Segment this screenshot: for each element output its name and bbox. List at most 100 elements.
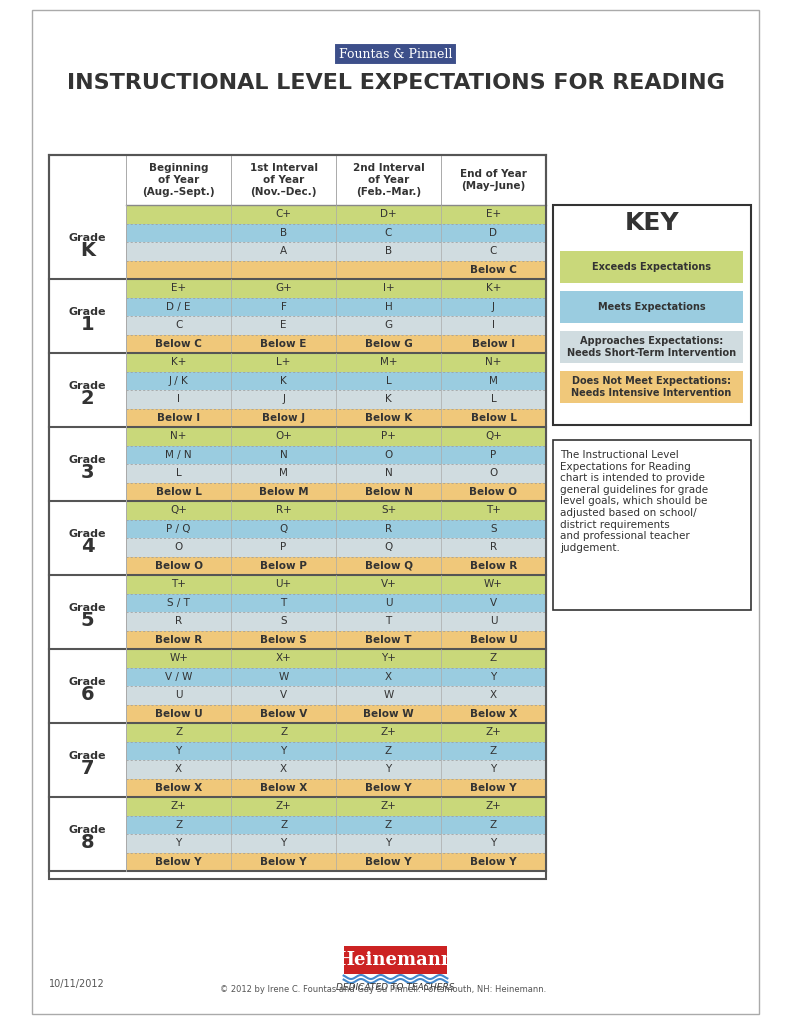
Text: Y: Y — [176, 745, 182, 756]
Text: R+: R+ — [276, 505, 291, 515]
Bar — [231, 556, 336, 575]
Text: Y: Y — [490, 839, 497, 848]
Text: Below J: Below J — [262, 413, 305, 423]
Text: Grade: Grade — [69, 529, 106, 539]
Bar — [127, 242, 231, 260]
Bar — [336, 631, 441, 649]
Bar — [231, 390, 336, 409]
Bar — [231, 815, 336, 834]
Text: Below X: Below X — [260, 782, 307, 793]
Text: Below C: Below C — [155, 339, 202, 349]
Bar — [127, 760, 231, 778]
Bar — [127, 649, 231, 668]
Text: V: V — [280, 690, 287, 700]
Text: 4: 4 — [81, 537, 94, 555]
Bar — [441, 723, 546, 741]
Text: W+: W+ — [169, 653, 188, 664]
Text: Does Not Meet Expectations:
Needs Intensive Intervention: Does Not Meet Expectations: Needs Intens… — [571, 376, 732, 397]
Text: Y: Y — [490, 672, 497, 682]
Text: Z: Z — [280, 820, 287, 829]
Text: O+: O+ — [275, 431, 292, 441]
Text: J: J — [282, 394, 285, 404]
Bar — [336, 501, 441, 519]
Text: 3: 3 — [81, 463, 94, 481]
Text: Grade: Grade — [69, 825, 106, 835]
Bar — [127, 205, 231, 223]
Text: D+: D+ — [380, 209, 397, 219]
Bar — [231, 335, 336, 353]
Bar — [441, 298, 546, 316]
Bar — [441, 223, 546, 242]
Text: 7: 7 — [81, 759, 94, 777]
Bar — [231, 760, 336, 778]
Bar — [127, 279, 231, 298]
Bar — [441, 594, 546, 612]
Text: Grade: Grade — [69, 381, 106, 391]
Text: V / W: V / W — [165, 672, 192, 682]
Bar — [127, 723, 231, 741]
Text: K: K — [385, 394, 392, 404]
Bar — [127, 575, 231, 594]
Bar — [127, 335, 231, 353]
Bar — [441, 575, 546, 594]
Text: Below X: Below X — [155, 782, 202, 793]
Text: X: X — [490, 690, 497, 700]
Text: P / Q: P / Q — [166, 523, 191, 534]
Bar — [336, 575, 441, 594]
Text: N: N — [280, 450, 287, 460]
Text: Z+: Z+ — [276, 801, 291, 811]
Bar — [441, 797, 546, 815]
Bar — [231, 501, 336, 519]
Text: S+: S+ — [381, 505, 396, 515]
Text: K: K — [80, 241, 95, 259]
Bar — [441, 427, 546, 445]
Bar — [231, 519, 336, 538]
Text: A: A — [280, 246, 287, 256]
Bar — [336, 556, 441, 575]
Text: U: U — [175, 690, 183, 700]
Bar — [127, 612, 231, 631]
Text: Below O: Below O — [470, 486, 517, 497]
Text: Grade: Grade — [69, 455, 106, 465]
Text: K+: K+ — [486, 284, 501, 293]
Bar — [336, 445, 441, 464]
Text: Beginning
of Year
(Aug.–Sept.): Beginning of Year (Aug.–Sept.) — [142, 164, 215, 197]
Bar — [127, 853, 231, 871]
Text: I+: I+ — [383, 284, 395, 293]
Text: The Instructional Level
Expectations for Reading
chart is intended to provide
ge: The Instructional Level Expectations for… — [560, 450, 708, 553]
Text: P: P — [281, 543, 286, 552]
Text: Grade: Grade — [69, 751, 106, 761]
Bar — [336, 427, 441, 445]
Text: O: O — [490, 468, 498, 478]
Bar — [336, 223, 441, 242]
Text: L: L — [490, 394, 497, 404]
Bar — [336, 279, 441, 298]
Bar — [441, 445, 546, 464]
Text: G: G — [384, 321, 392, 331]
Bar — [336, 760, 441, 778]
Text: Below L: Below L — [156, 486, 202, 497]
Text: Z: Z — [175, 820, 182, 829]
Text: Y: Y — [385, 839, 392, 848]
Text: T: T — [385, 616, 392, 627]
Bar — [336, 649, 441, 668]
Bar — [441, 242, 546, 260]
Text: V+: V+ — [380, 580, 396, 589]
Bar — [231, 427, 336, 445]
Text: Below X: Below X — [470, 709, 517, 719]
Text: Below Y: Below Y — [365, 857, 412, 866]
Text: Y: Y — [385, 764, 392, 774]
Bar — [336, 482, 441, 501]
Bar — [127, 482, 231, 501]
Text: Y: Y — [490, 764, 497, 774]
Text: N+: N+ — [171, 431, 187, 441]
Bar — [336, 390, 441, 409]
Bar — [336, 797, 441, 815]
Text: Below Y: Below Y — [365, 782, 412, 793]
Text: D: D — [490, 227, 498, 238]
Text: 2: 2 — [81, 388, 94, 408]
Text: N+: N+ — [486, 357, 501, 368]
FancyBboxPatch shape — [560, 331, 743, 362]
Bar — [441, 464, 546, 482]
Bar — [336, 353, 441, 372]
